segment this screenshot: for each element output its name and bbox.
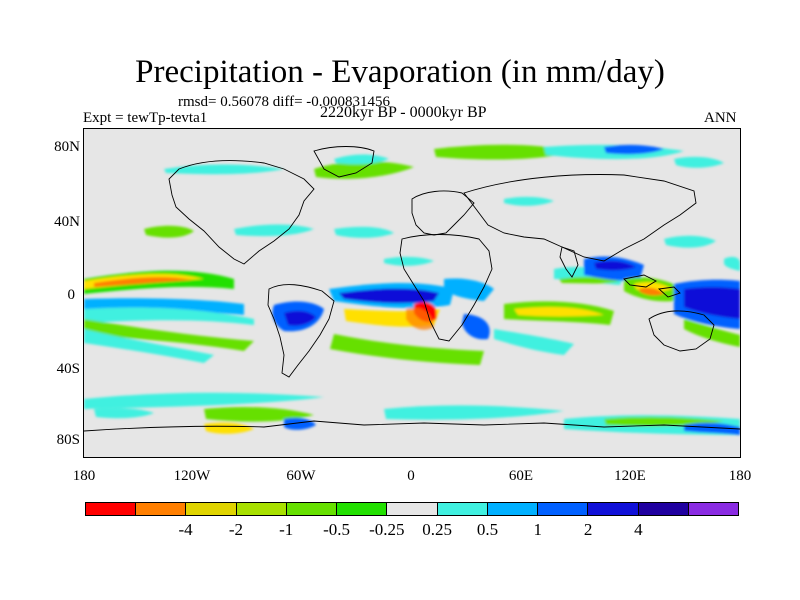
lat-label-40n: 40N: [54, 214, 80, 230]
colorbar-swatch-9: [538, 503, 589, 515]
lon-label-0: 0: [407, 468, 415, 484]
lat-label-40s: 40S: [56, 361, 80, 377]
colorbar-label-7: 1: [533, 520, 543, 539]
lon-label-60w: 60W: [286, 468, 316, 484]
experiment-label: Expt = tewTp-tevta1: [83, 110, 208, 126]
lon-label-120w: 120W: [173, 468, 211, 484]
lat-label-0: 0: [67, 287, 76, 303]
colorbar-swatch-3: [236, 503, 287, 515]
colorbar-label-3: -0.5: [323, 520, 350, 539]
colorbar-label-1: -2: [228, 520, 243, 539]
colorbar-swatch-5: [337, 503, 388, 515]
stats-text: rmsd= 0.56078 diff= -0.000831456: [178, 94, 391, 110]
anomaly-fields: [84, 144, 740, 435]
chart-title: Precipitation - Evaporation (in mm/day): [135, 54, 665, 90]
lat-label-80n: 80N: [54, 139, 80, 155]
period-label: 2220kyr BP - 0000kyr BP: [320, 104, 487, 121]
colorbar-swatch-0: [86, 503, 137, 515]
colorbar-swatch-7: [437, 503, 488, 515]
colorbar-swatch-4: [286, 503, 338, 515]
colorbar-label-8: 2: [583, 520, 593, 539]
colorbar-label-6: 0.5: [476, 520, 499, 539]
colorbar-swatch-2: [186, 503, 237, 515]
lon-label-120e: 120E: [614, 468, 646, 484]
colorbar-swatch-12: [688, 503, 739, 515]
colorbar-swatch-6: [387, 503, 438, 515]
continent-outlines: [84, 146, 740, 432]
colorbar-label-9: 4: [634, 520, 643, 539]
lon-label-180e: 180: [728, 468, 752, 484]
lon-label-180w: 180: [72, 468, 96, 484]
colorbar-swatch-1: [136, 503, 187, 515]
colorbar-swatch-11: [638, 503, 689, 515]
season-label: ANN: [704, 110, 737, 126]
colorbar: [85, 502, 739, 516]
map-panel: [83, 128, 741, 458]
lat-label-80s: 80S: [56, 432, 80, 448]
colorbar-label-5: 0.25: [422, 520, 453, 539]
colorbar-label-2: -1: [279, 520, 294, 539]
precip-evap-map: [84, 144, 740, 435]
colorbar-swatch-8: [487, 503, 539, 515]
lon-label-60e: 60E: [508, 468, 534, 484]
colorbar-label-0: -4: [178, 520, 193, 539]
colorbar-swatch-10: [588, 503, 639, 515]
colorbar-label-4: -0.25: [369, 520, 405, 539]
